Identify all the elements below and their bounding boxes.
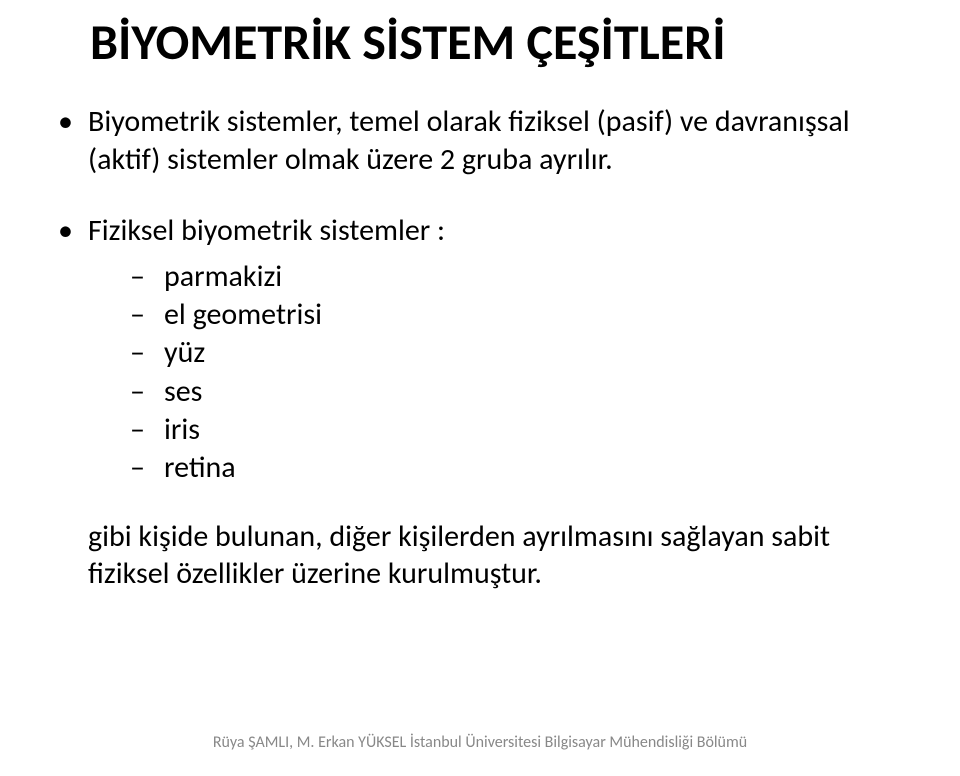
sub-bullet-item: iris <box>130 411 910 449</box>
bullet-item: Biyometrik sistemler, temel olarak fizik… <box>50 103 910 178</box>
slide: BİYOMETRİK SİSTEM ÇEŞİTLERİ Biyometrik s… <box>0 0 960 776</box>
slide-title: BİYOMETRİK SİSTEM ÇEŞİTLERİ <box>50 12 910 73</box>
bullet-list: Biyometrik sistemler, temel olarak fizik… <box>50 103 910 593</box>
sub-bullet-item: parmakizi <box>130 258 910 296</box>
after-sub-text: gibi kişide bulunan, diğer kişilerden ay… <box>88 518 910 593</box>
bullet-text: Fiziksel biyometrik sistemler : <box>88 212 445 249</box>
sub-bullet-item: yüz <box>130 334 910 372</box>
sub-bullet-item: el geometrisi <box>130 296 910 334</box>
slide-content: Biyometrik sistemler, temel olarak fizik… <box>50 103 910 593</box>
bullet-item: Fiziksel biyometrik sistemler : parmakiz… <box>50 212 910 593</box>
sub-bullet-item: retina <box>130 449 910 487</box>
sub-bullet-list: parmakizi el geometrisi yüz ses iris ret… <box>130 258 910 488</box>
slide-footer: Rüya ŞAMLI, M. Erkan YÜKSEL İstanbul Üni… <box>0 733 960 752</box>
sub-bullet-item: ses <box>130 373 910 411</box>
